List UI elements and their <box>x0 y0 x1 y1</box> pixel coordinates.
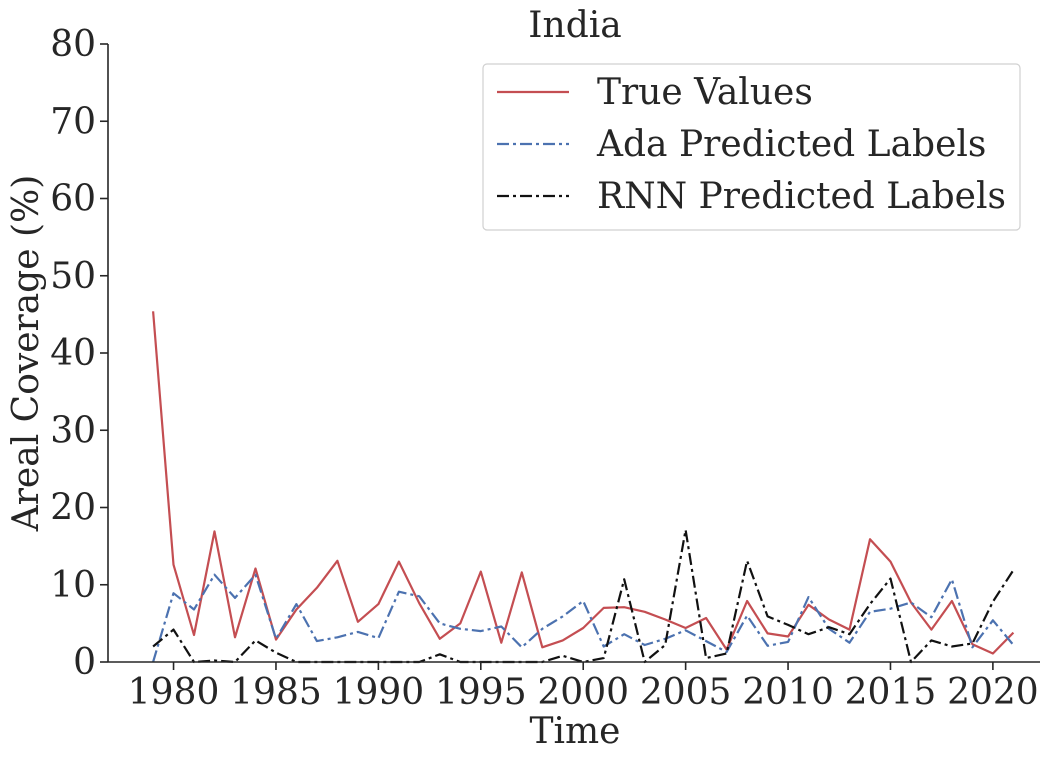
series-line-rnn-predicted-labels <box>152 528 1015 664</box>
y-tick-label: 50 <box>50 256 96 297</box>
x-tick-label: 2010 <box>742 672 834 713</box>
y-tick-label: 40 <box>50 333 96 374</box>
legend-label: RNN Predicted Labels <box>597 176 1006 217</box>
y-tick-label: 0 <box>73 642 96 683</box>
y-tick-label: 80 <box>50 24 96 65</box>
y-ticks: 0 10 20 30 40 50 60 70 80 <box>50 24 108 683</box>
x-tick-label: 2015 <box>845 672 937 713</box>
y-tick-label: 10 <box>50 565 96 606</box>
legend: True Values Ada Predicted Labels RNN Predi… <box>482 63 1021 231</box>
x-tick-label: 2000 <box>537 672 629 713</box>
x-tick-label: 2005 <box>640 672 732 713</box>
y-tick-label: 30 <box>50 410 96 451</box>
y-axis-label: Areal Coverage (%) <box>6 175 47 533</box>
chart-title: India <box>528 5 621 46</box>
x-tick-label: 1995 <box>435 672 527 713</box>
legend-label: Ada Predicted Labels <box>596 124 986 165</box>
legend-box <box>482 63 1021 231</box>
series-line-true-values <box>152 311 1015 655</box>
x-axis-label: Time <box>530 711 621 752</box>
series-line-ada-predicted-labels <box>152 573 1015 663</box>
y-tick-label: 70 <box>50 101 96 142</box>
plot-area <box>152 311 1015 664</box>
y-tick-label: 60 <box>50 179 96 220</box>
x-tick-label: 1990 <box>333 672 425 713</box>
x-tick-label: 2020 <box>947 672 1039 713</box>
legend-label: True Values <box>597 72 813 113</box>
y-tick-label: 20 <box>50 488 96 529</box>
x-tick-label: 1980 <box>128 672 220 713</box>
x-tick-label: 1985 <box>230 672 322 713</box>
x-ticks: 1980 1985 1990 1995 2000 2005 2010 2015 2020 <box>128 662 1039 713</box>
